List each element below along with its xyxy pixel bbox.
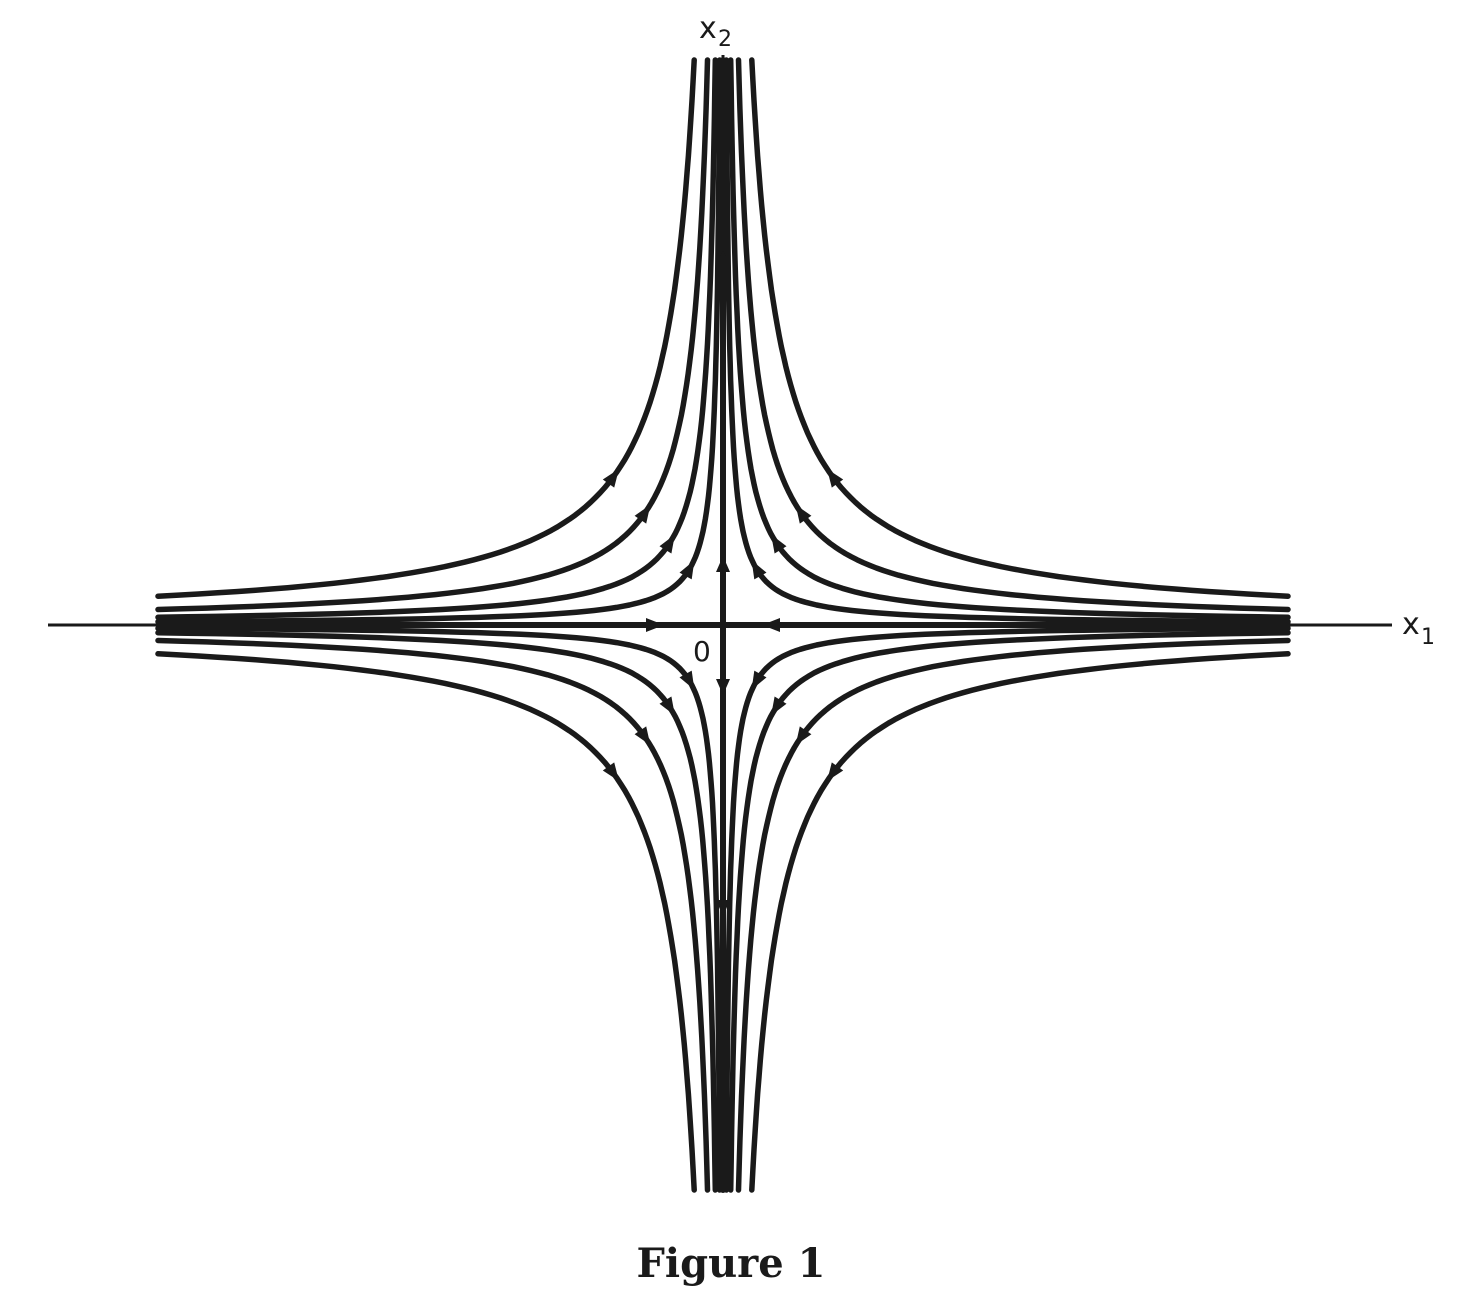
arrow-left-manifold [762,618,780,632]
arrow-right-manifold [646,618,664,632]
trajectory-upper-right-1 [723,57,1291,625]
arrow-upper-right-2 [771,534,787,554]
trajectory-upper-right-2 [727,57,1291,621]
arrow-lower-left-1 [679,670,695,690]
arrow-upper-left-4 [602,468,619,488]
arrow-lower-right-3 [795,726,812,746]
arrow-lower-left-4 [602,762,619,782]
x1-manifold [157,618,1291,632]
trajectory-lower-right-1 [723,625,1291,1193]
arrow-lower-left-2 [659,696,675,716]
figure-caption: Figure 1 [636,1240,826,1287]
trajectory-lower-right-2 [727,629,1291,1193]
trajectory-lower-right-4 [749,651,1291,1193]
arrow-lower-right-4 [827,762,844,782]
arrow-upper-left-1 [679,560,695,580]
trajectory-upper-left-4 [155,57,697,599]
x1-axis-label: x 1 [1402,607,1435,650]
arrow-upper-right-3 [795,504,812,524]
trajectory-upper-left-3 [155,57,711,613]
svg-text:1: 1 [1421,625,1435,650]
arrow-upper-left-2 [659,534,675,554]
svg-text:x: x [1402,607,1420,642]
trajectory-lower-left-2 [155,629,719,1193]
arrow-down-manifold-2 [716,900,730,916]
trajectory-lower-left-3 [155,637,711,1193]
arrow-lower-right-1 [751,670,767,690]
origin-label: 0 [693,635,711,668]
svg-text:2: 2 [718,27,732,52]
trajectory-upper-right-4 [749,57,1291,599]
trajectory-upper-left-1 [155,57,723,625]
arrow-up-manifold-2 [716,556,730,572]
arrow-down-manifold-1 [716,679,730,695]
trajectory-lower-left-4 [155,651,697,1193]
trajectory-lower-right-3 [735,637,1291,1193]
trajectories [155,57,1291,1193]
trajectory-upper-left-2 [155,57,719,621]
x2-axis-label: x 2 [699,11,732,52]
trajectory-upper-right-3 [735,57,1291,613]
arrow-upper-right-1 [751,560,767,580]
arrow-lower-left-3 [634,726,651,746]
arrow-upper-right-4 [827,468,844,488]
trajectory-lower-left-1 [155,625,723,1193]
svg-text:x: x [699,11,717,46]
arrow-upper-left-3 [634,504,651,524]
arrow-lower-right-2 [771,696,787,716]
